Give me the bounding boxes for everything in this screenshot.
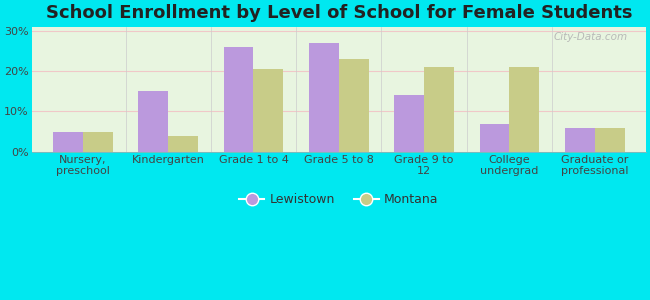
Bar [510,67,540,152]
Bar [339,59,369,152]
Bar [394,95,424,152]
Bar [83,132,112,152]
Bar [565,128,595,152]
Legend: Lewistown, Montana: Lewistown, Montana [235,188,443,211]
Bar [254,69,283,152]
Bar [309,43,339,152]
Bar [424,67,454,152]
Bar [595,128,625,152]
Title: School Enrollment by Level of School for Female Students: School Enrollment by Level of School for… [46,4,632,22]
Bar [168,136,198,152]
Bar [224,47,254,152]
Bar [53,132,83,152]
Text: City-Data.com: City-Data.com [553,32,627,41]
Bar [138,91,168,152]
Bar [480,124,510,152]
